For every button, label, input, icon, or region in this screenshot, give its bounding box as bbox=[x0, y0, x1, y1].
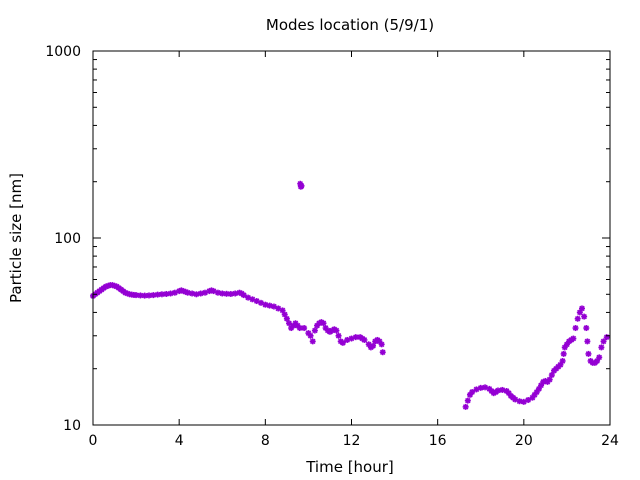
data-point bbox=[307, 332, 314, 339]
data-point bbox=[572, 325, 579, 332]
data-point bbox=[546, 376, 553, 383]
data-point bbox=[600, 338, 607, 345]
data-point bbox=[333, 327, 340, 334]
data-point bbox=[581, 313, 588, 320]
chart-title: Modes location (5/9/1) bbox=[266, 16, 434, 34]
data-point bbox=[585, 350, 592, 357]
plot-frame bbox=[92, 50, 611, 426]
data-point bbox=[559, 357, 566, 364]
data-point bbox=[266, 302, 273, 309]
x-tick-label: 8 bbox=[261, 433, 270, 449]
data-point bbox=[311, 327, 318, 334]
y-tick-label: 100 bbox=[54, 231, 81, 247]
data-point bbox=[281, 311, 288, 318]
data-point bbox=[240, 292, 247, 299]
axis-ticks: 0 4 8 12 16 20 24 10 100 1000 bbox=[45, 44, 619, 449]
x-tick-label: 24 bbox=[601, 433, 619, 449]
data-point bbox=[462, 403, 469, 410]
data-point bbox=[596, 354, 603, 361]
data-point bbox=[283, 315, 290, 322]
data-point bbox=[464, 397, 471, 404]
data-point bbox=[583, 325, 590, 332]
y-axis-label: Particle size [nm] bbox=[7, 173, 25, 303]
x-tick-label: 4 bbox=[175, 433, 184, 449]
data-point bbox=[335, 332, 342, 339]
data-point bbox=[598, 344, 605, 351]
x-tick-label: 12 bbox=[343, 433, 361, 449]
data-point bbox=[525, 397, 532, 404]
data-point bbox=[578, 305, 585, 312]
data-point bbox=[574, 315, 581, 322]
data-point bbox=[320, 320, 327, 327]
data-point bbox=[361, 336, 368, 343]
data-point bbox=[570, 335, 577, 342]
data-point bbox=[154, 291, 161, 298]
marks-layer bbox=[90, 180, 610, 410]
x-tick-label: 20 bbox=[515, 433, 533, 449]
x-axis-label: Time [hour] bbox=[305, 458, 394, 476]
data-point bbox=[339, 339, 346, 346]
data-point bbox=[370, 342, 377, 349]
y-tick-label: 1000 bbox=[45, 44, 81, 60]
data-point bbox=[309, 338, 316, 345]
data-point bbox=[189, 290, 196, 297]
x-tick-label: 16 bbox=[429, 433, 447, 449]
data-point bbox=[560, 350, 567, 357]
x-tick-label: 0 bbox=[89, 433, 98, 449]
data-point bbox=[378, 341, 385, 348]
data-point bbox=[223, 290, 230, 297]
data-point bbox=[298, 182, 305, 189]
y-tick-label: 10 bbox=[63, 418, 81, 434]
data-point bbox=[469, 389, 476, 396]
data-point bbox=[499, 386, 506, 393]
data-point bbox=[286, 320, 293, 327]
data-point bbox=[584, 338, 591, 345]
data-point bbox=[603, 334, 610, 341]
data-point bbox=[184, 289, 191, 296]
data-point bbox=[301, 325, 308, 332]
data-point bbox=[379, 349, 386, 356]
